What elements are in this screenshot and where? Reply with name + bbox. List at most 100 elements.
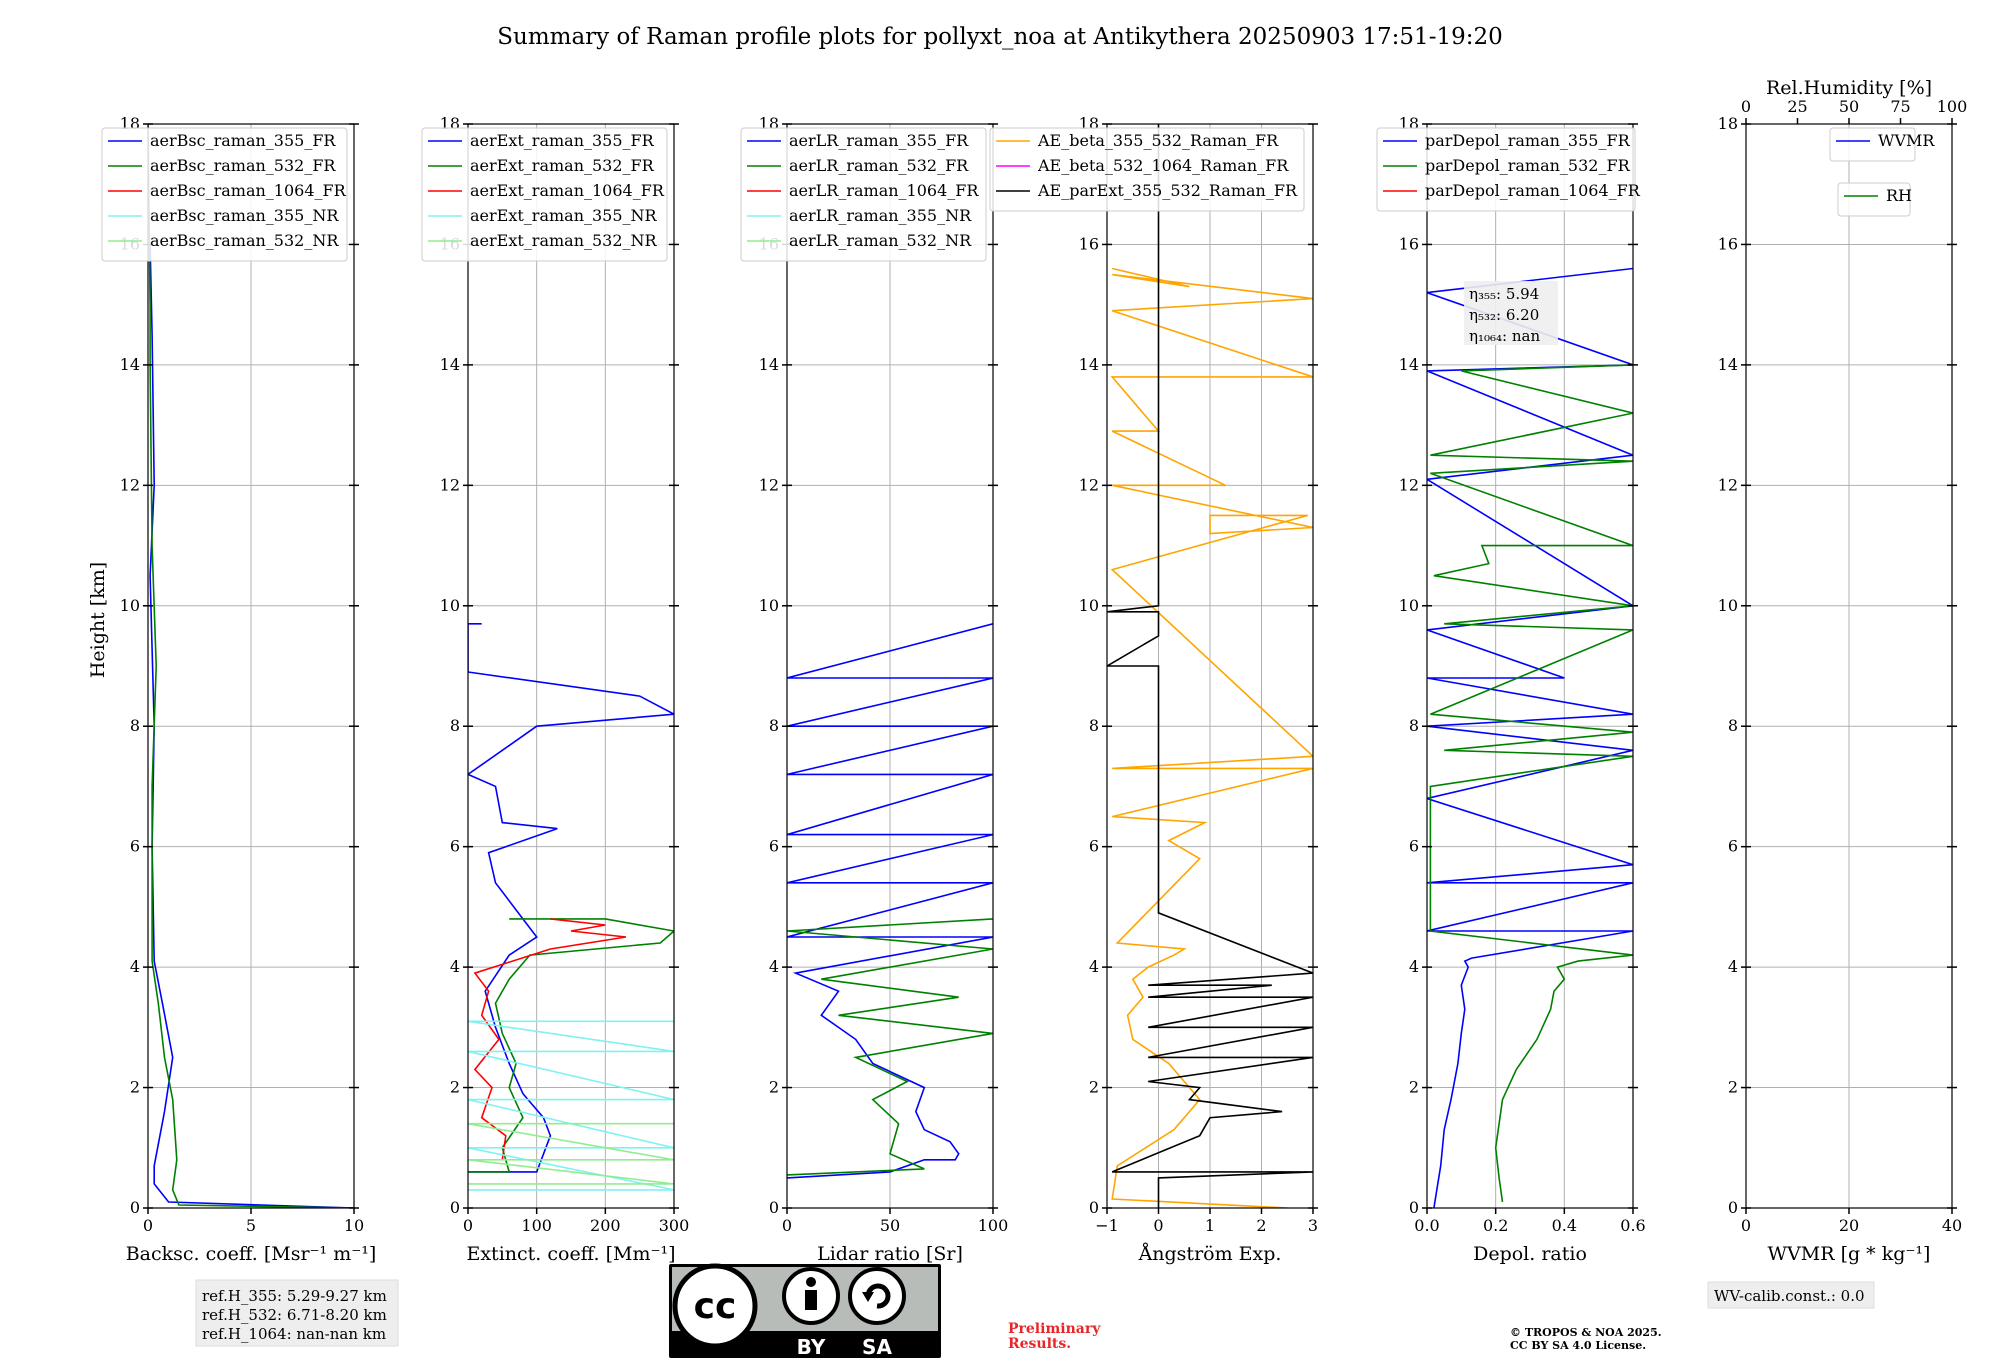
y-tick-label: 6 xyxy=(1728,837,1738,856)
legend-entry: aerExt_raman_355_NR xyxy=(470,206,658,225)
legend-entry: aerBsc_raman_355_NR xyxy=(150,206,339,225)
y-tick-label: 8 xyxy=(1089,716,1099,735)
legend-entry: aerExt_raman_532_NR xyxy=(470,231,658,250)
axes-frame xyxy=(1426,123,1634,1209)
legend-entry: parDepol_raman_355_FR xyxy=(1425,131,1631,150)
y-tick-label: 4 xyxy=(450,957,460,976)
y-tick-label: 6 xyxy=(130,837,140,856)
x-tick-label: 300 xyxy=(659,1216,690,1235)
preliminary-label: Preliminary xyxy=(1008,1321,1101,1337)
y-tick-label: 14 xyxy=(1079,355,1099,374)
y-tick-label: 14 xyxy=(440,355,460,374)
y-tick-label: 2 xyxy=(1728,1078,1738,1097)
series-line-aerBsc_raman_532_FR xyxy=(148,124,354,1208)
legend-entry: aerExt_raman_355_FR xyxy=(470,131,655,150)
legend-box xyxy=(421,127,668,262)
panel-lidar_ratio: 024681012141618050100Lidar ratio [Sr]aer… xyxy=(740,114,1009,1265)
series-line-parDepol_raman_355_FR xyxy=(1427,267,1633,1208)
legend-entry: AE_beta_532_1064_Raman_FR xyxy=(1037,156,1289,175)
y-tick-label: 16 xyxy=(1399,234,1419,253)
y-tick-label: 2 xyxy=(130,1078,140,1097)
refbox-line: ref.H_1064: nan-nan km xyxy=(202,1325,386,1343)
legend-entry: aerExt_raman_1064_FR xyxy=(470,181,665,200)
y-tick-label: 12 xyxy=(1079,475,1099,494)
x-tick-label: 50 xyxy=(880,1216,900,1235)
x-tick-label: 100 xyxy=(978,1216,1009,1235)
y-tick-label: 2 xyxy=(1409,1078,1419,1097)
series-line-aerExt_raman_1064_FR xyxy=(473,918,627,1160)
y-tick-label: 6 xyxy=(769,837,779,856)
series-line-aerBsc_raman_355_FR xyxy=(149,244,354,1208)
legend: aerBsc_raman_355_FR aerBsc_raman_532_FRae… xyxy=(101,127,348,262)
y-tick-label: 0 xyxy=(1409,1198,1419,1217)
y-axis-label: Height [km] xyxy=(87,562,109,678)
legend-entry: parDepol_raman_532_FR xyxy=(1425,156,1631,175)
y-tick-label: 18 xyxy=(1718,114,1738,133)
legend: aerExt_raman_355_FR aerExt_raman_532_FRae… xyxy=(421,127,668,262)
y-tick-label: 10 xyxy=(1399,596,1419,615)
legend-entry: AE_parExt_355_532_Raman_FR xyxy=(1037,181,1298,200)
series-line-aerExt_raman_355_FR xyxy=(468,622,674,1173)
top-x-tick-label: 75 xyxy=(1890,97,1910,116)
legend-entry: aerLR_raman_532_NR xyxy=(789,231,972,250)
x-tick-label: 100 xyxy=(521,1216,552,1235)
axes-frame xyxy=(467,123,675,1209)
y-tick-label: 10 xyxy=(759,596,779,615)
y-tick-label: 10 xyxy=(440,596,460,615)
legend-box xyxy=(989,127,1305,212)
y-tick-label: 8 xyxy=(769,716,779,735)
y-tick-label: 4 xyxy=(130,957,140,976)
x-tick-label: 0.2 xyxy=(1483,1216,1508,1235)
y-tick-label: 16 xyxy=(1718,234,1738,253)
legend: aerLR_raman_355_FR aerLR_raman_532_FR aerL… xyxy=(740,127,987,262)
y-tick-label: 12 xyxy=(1399,475,1419,494)
x-tick-label: 0 xyxy=(463,1216,473,1235)
cc-logo-text: cc xyxy=(694,1286,737,1327)
y-tick-label: 4 xyxy=(769,957,779,976)
y-tick-label: 8 xyxy=(1409,716,1419,735)
x-axis-label: Ångström Exp. xyxy=(1138,1243,1282,1265)
top-x-tick-label: 100 xyxy=(1937,97,1968,116)
legend-box xyxy=(1376,127,1636,212)
y-tick-label: 4 xyxy=(1409,957,1419,976)
cc-license-badge: cc BY SA xyxy=(669,1263,941,1359)
series-line-AE_parExt_355_532_Raman_FR xyxy=(1107,124,1313,1208)
legend-entry: aerBsc_raman_355_FR xyxy=(150,131,336,150)
x-tick-label: 10 xyxy=(344,1216,364,1235)
annotation-line: η₃₅₅: 5.94 xyxy=(1469,285,1539,303)
annotation-box xyxy=(1464,281,1558,345)
legend-entry: aerLR_raman_355_FR xyxy=(789,131,969,150)
y-tick-label: 6 xyxy=(1409,837,1419,856)
share-alike-icon xyxy=(848,1267,906,1325)
x-tick-label: 0 xyxy=(1741,1216,1751,1235)
panel-extinction: 0246810121416180100200300Extinct. coeff.… xyxy=(421,114,690,1265)
series-line-parDepol_raman_532_FR xyxy=(1429,364,1633,1203)
x-axis-label: Lidar ratio [Sr] xyxy=(817,1243,963,1265)
x-tick-label: 0 xyxy=(782,1216,792,1235)
series-line-aerExt_raman_355_NR xyxy=(468,1020,674,1191)
y-tick-label: 2 xyxy=(769,1078,779,1097)
y-tick-label: 6 xyxy=(1089,837,1099,856)
copyright-line: © TROPOS & NOA 2025. xyxy=(1510,1326,1662,1339)
x-tick-label: −1 xyxy=(1095,1216,1119,1235)
legend-entry: parDepol_raman_1064_FR xyxy=(1425,181,1641,200)
legend-entry: WVMR xyxy=(1878,131,1935,150)
series-line-aerLR_raman_355_FR xyxy=(787,623,993,1179)
legend-entry: RH xyxy=(1886,186,1912,205)
legend-entry: aerLR_raman_1064_FR xyxy=(789,181,979,200)
top-x-tick-label: 0 xyxy=(1741,97,1751,116)
y-tick-label: 0 xyxy=(1089,1198,1099,1217)
by-label: BY xyxy=(797,1335,826,1359)
y-tick-label: 0 xyxy=(450,1198,460,1217)
preliminary-label: Results. xyxy=(1008,1336,1071,1352)
reference-height-box: ref.H_355: 5.29-9.27 km ref.H_532: 6.71-… xyxy=(195,1279,399,1347)
y-tick-label: 8 xyxy=(1728,716,1738,735)
y-tick-label: 14 xyxy=(120,355,140,374)
legend-entry: aerLR_raman_355_NR xyxy=(789,206,972,225)
y-tick-label: 2 xyxy=(450,1078,460,1097)
y-tick-label: 0 xyxy=(130,1198,140,1217)
series-line-aerExt_raman_532_FR xyxy=(468,918,674,1173)
